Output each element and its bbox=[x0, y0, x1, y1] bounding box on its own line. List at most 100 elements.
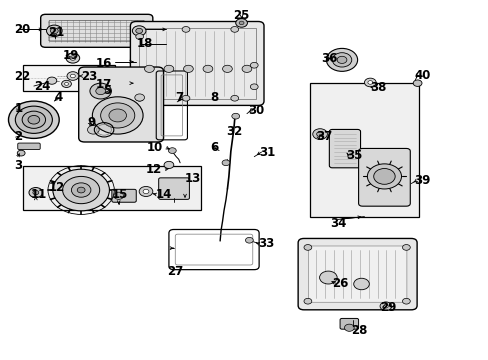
Circle shape bbox=[15, 106, 52, 134]
Text: 2: 2 bbox=[14, 130, 22, 144]
FancyBboxPatch shape bbox=[18, 143, 40, 149]
Text: 24: 24 bbox=[34, 80, 50, 93]
Circle shape bbox=[109, 109, 126, 122]
Circle shape bbox=[136, 34, 143, 40]
Bar bbox=[22, 65, 115, 91]
Circle shape bbox=[50, 28, 58, 34]
Circle shape bbox=[136, 28, 142, 33]
Circle shape bbox=[33, 190, 39, 195]
Text: 28: 28 bbox=[350, 324, 366, 337]
Circle shape bbox=[304, 244, 311, 250]
Circle shape bbox=[235, 19, 247, 27]
Text: 30: 30 bbox=[248, 104, 264, 117]
Text: 21: 21 bbox=[48, 27, 64, 40]
Circle shape bbox=[90, 83, 111, 99]
FancyBboxPatch shape bbox=[79, 67, 163, 142]
FancyBboxPatch shape bbox=[158, 178, 189, 199]
Circle shape bbox=[344, 324, 353, 331]
Circle shape bbox=[168, 148, 176, 153]
FancyBboxPatch shape bbox=[339, 319, 358, 329]
Text: 25: 25 bbox=[233, 9, 249, 22]
Circle shape bbox=[222, 160, 229, 166]
Circle shape bbox=[22, 111, 45, 129]
FancyBboxPatch shape bbox=[41, 14, 153, 47]
Text: 31: 31 bbox=[259, 145, 275, 158]
Text: 20: 20 bbox=[14, 23, 31, 36]
Circle shape bbox=[250, 84, 258, 90]
Circle shape bbox=[8, 101, 59, 138]
Text: 15: 15 bbox=[112, 188, 128, 201]
Circle shape bbox=[70, 56, 76, 60]
FancyBboxPatch shape bbox=[112, 189, 136, 202]
Text: 22: 22 bbox=[14, 69, 31, 82]
Text: 33: 33 bbox=[258, 237, 274, 250]
FancyBboxPatch shape bbox=[329, 130, 360, 168]
Text: 29: 29 bbox=[379, 301, 396, 314]
Circle shape bbox=[304, 298, 311, 304]
Text: 39: 39 bbox=[413, 174, 429, 187]
Circle shape bbox=[66, 53, 80, 63]
Text: 5: 5 bbox=[103, 84, 111, 97]
Text: 11: 11 bbox=[31, 188, 47, 201]
Circle shape bbox=[230, 27, 238, 32]
Circle shape bbox=[64, 82, 68, 85]
Bar bbox=[310, 83, 418, 217]
Text: 27: 27 bbox=[167, 265, 183, 278]
Text: 35: 35 bbox=[345, 149, 362, 162]
Circle shape bbox=[326, 48, 357, 71]
Circle shape bbox=[245, 237, 253, 243]
Circle shape bbox=[364, 78, 375, 87]
Circle shape bbox=[96, 87, 105, 95]
Circle shape bbox=[373, 168, 394, 184]
Circle shape bbox=[114, 192, 123, 199]
Circle shape bbox=[163, 65, 173, 72]
Circle shape bbox=[336, 56, 346, 63]
Text: 19: 19 bbox=[63, 49, 80, 62]
FancyBboxPatch shape bbox=[358, 148, 409, 206]
Circle shape bbox=[101, 103, 135, 128]
Circle shape bbox=[71, 183, 91, 197]
Circle shape bbox=[182, 95, 189, 101]
Circle shape bbox=[203, 65, 212, 72]
Text: 16: 16 bbox=[95, 57, 112, 70]
Circle shape bbox=[77, 187, 85, 193]
Circle shape bbox=[92, 97, 143, 134]
Text: 23: 23 bbox=[81, 69, 97, 82]
Text: 12: 12 bbox=[48, 181, 64, 194]
Circle shape bbox=[316, 132, 323, 136]
Text: 10: 10 bbox=[146, 141, 162, 154]
Circle shape bbox=[17, 150, 25, 156]
Circle shape bbox=[230, 95, 238, 101]
Circle shape bbox=[231, 113, 239, 119]
Text: 9: 9 bbox=[87, 116, 96, 129]
FancyBboxPatch shape bbox=[130, 22, 264, 105]
Text: 8: 8 bbox=[210, 91, 218, 104]
Circle shape bbox=[353, 278, 368, 290]
Bar bbox=[139, 28, 255, 99]
Circle shape bbox=[250, 62, 258, 68]
Text: 12: 12 bbox=[145, 163, 161, 176]
Text: 32: 32 bbox=[225, 125, 242, 138]
Circle shape bbox=[402, 298, 409, 304]
Circle shape bbox=[402, 244, 409, 250]
Circle shape bbox=[136, 95, 143, 101]
Text: 1: 1 bbox=[14, 102, 22, 115]
Circle shape bbox=[222, 65, 232, 72]
Text: 40: 40 bbox=[413, 69, 429, 82]
Circle shape bbox=[379, 302, 391, 311]
Circle shape bbox=[242, 65, 251, 72]
Circle shape bbox=[29, 188, 42, 198]
Circle shape bbox=[183, 65, 193, 72]
Circle shape bbox=[139, 186, 153, 197]
Circle shape bbox=[366, 164, 401, 189]
Circle shape bbox=[367, 81, 372, 84]
Circle shape bbox=[67, 72, 79, 80]
Text: 18: 18 bbox=[136, 37, 152, 50]
Text: 17: 17 bbox=[96, 78, 112, 91]
Circle shape bbox=[61, 80, 71, 87]
Text: 14: 14 bbox=[156, 188, 172, 201]
Circle shape bbox=[132, 26, 146, 36]
Circle shape bbox=[182, 27, 189, 32]
Circle shape bbox=[46, 25, 62, 37]
FancyBboxPatch shape bbox=[298, 238, 416, 310]
